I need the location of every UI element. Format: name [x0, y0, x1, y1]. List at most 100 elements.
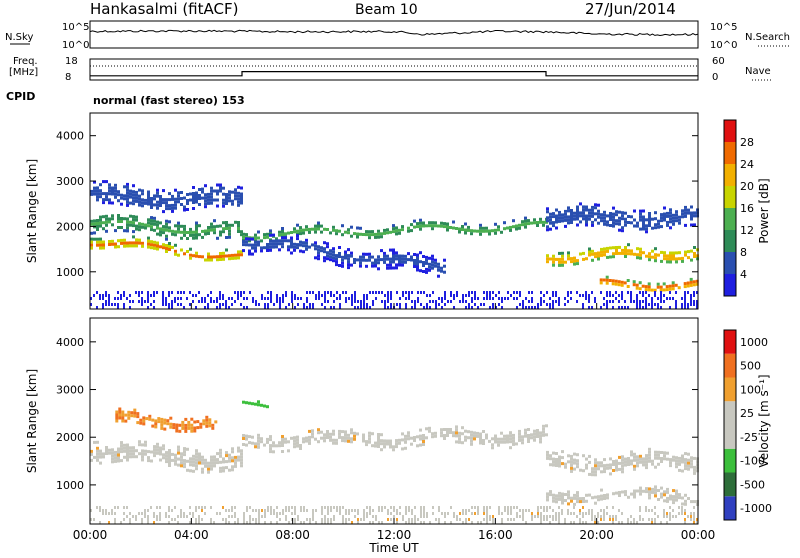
heatmap-cell: [450, 291, 452, 294]
heatmap-cell: [96, 306, 98, 309]
heatmap-cell: [347, 433, 350, 437]
heatmap-cell: [552, 493, 555, 497]
heatmap-cell: [627, 518, 629, 521]
heatmap-cell: [474, 303, 476, 306]
heatmap-cell: [690, 518, 692, 521]
heatmap-cell: [117, 291, 119, 294]
heatmap-cell: [255, 303, 257, 306]
heatmap-cell: [618, 219, 621, 223]
heatmap-cell: [144, 449, 147, 453]
heatmap-cell: [624, 306, 626, 309]
heatmap-cell: [153, 246, 156, 250]
heatmap-cell: [588, 214, 591, 218]
heatmap-cell: [257, 240, 260, 244]
heatmap-cell: [102, 455, 105, 459]
heatmap-cell: [675, 291, 677, 294]
heatmap-cell: [414, 518, 416, 521]
heatmap-cell: [645, 230, 648, 234]
heatmap-cell: [102, 452, 105, 456]
heatmap-cell: [561, 260, 564, 264]
heatmap-cell: [138, 452, 141, 456]
heatmap-cell: [350, 437, 353, 441]
heatmap-cell: [387, 291, 389, 294]
heatmap-cell: [180, 203, 183, 206]
heatmap-cell: [558, 210, 561, 214]
heatmap-cell: [222, 221, 225, 225]
heatmap-cell: [684, 297, 686, 300]
heatmap-cell: [663, 457, 666, 461]
heatmap-cell: [261, 515, 263, 518]
heatmap-cell: [414, 306, 416, 309]
heatmap-cell: [300, 509, 302, 512]
heatmap-cell: [362, 439, 365, 443]
colorbar-swatch: [724, 252, 736, 274]
heatmap-cell: [228, 297, 230, 300]
heatmap-cell: [642, 463, 645, 467]
heatmap-cell: [147, 294, 149, 297]
heatmap-cell: [285, 294, 287, 297]
heatmap-cell: [546, 515, 548, 518]
heatmap-cell: [411, 291, 413, 294]
heatmap-cell: [693, 468, 696, 472]
heatmap-cell: [273, 303, 275, 306]
heatmap-cell: [582, 512, 584, 515]
heatmap-cell: [210, 297, 212, 300]
heatmap-cell: [386, 442, 389, 446]
heatmap-cell: [363, 509, 365, 512]
noise-right-label: N.Search: [745, 32, 790, 43]
heatmap-cell: [272, 450, 275, 454]
heatmap-cell: [683, 285, 687, 289]
heatmap-cell: [585, 493, 588, 497]
heatmap-cell: [515, 224, 518, 228]
heatmap-cell: [639, 212, 642, 216]
heatmap-cell: [189, 521, 191, 524]
heatmap-cell: [111, 217, 114, 221]
heatmap-cell: [231, 202, 234, 206]
heatmap-cell: [378, 521, 380, 524]
heatmap-cell: [177, 457, 180, 461]
heatmap-cell: [306, 509, 308, 512]
heatmap-cell: [354, 515, 356, 518]
heatmap-cell: [299, 226, 302, 230]
heatmap-cell: [524, 428, 527, 432]
heatmap-cell: [485, 226, 488, 230]
heatmap-cell: [513, 297, 515, 300]
heatmap-cell: [141, 291, 143, 294]
heatmap-cell: [389, 266, 392, 270]
heatmap-cell: [606, 249, 609, 253]
heatmap-cell: [225, 254, 228, 258]
heatmap-cell: [99, 294, 101, 297]
heatmap-cell: [341, 258, 344, 262]
heatmap-cell: [443, 437, 446, 440]
heatmap-cell: [567, 254, 570, 258]
heatmap-cell: [117, 453, 120, 457]
heatmap-cell: [675, 495, 678, 499]
heatmap-cell: [588, 217, 591, 221]
heatmap-cell: [597, 512, 599, 515]
heatmap-cell: [138, 291, 140, 294]
heatmap-cell: [657, 222, 660, 226]
heatmap-cell: [348, 509, 350, 512]
heatmap-cell: [612, 306, 614, 309]
heatmap-cell: [669, 220, 672, 224]
heatmap-cell: [461, 432, 464, 436]
heatmap-cell: [242, 400, 245, 404]
heatmap-cell: [102, 306, 104, 309]
heatmap-cell: [497, 437, 500, 441]
heatmap-cell: [96, 291, 98, 294]
heatmap-cell: [338, 432, 341, 436]
heatmap-cell: [591, 258, 594, 262]
heatmap-cell: [156, 203, 159, 207]
heatmap-cell: [435, 306, 437, 309]
colorbar-swatch: [724, 142, 736, 164]
heatmap-cell: [99, 237, 102, 241]
heatmap-cell: [519, 303, 521, 306]
heatmap-cell: [192, 201, 195, 204]
heatmap-cell: [555, 494, 558, 498]
noise-right-tick-top: 10^5: [710, 22, 737, 33]
heatmap-cell: [618, 455, 621, 459]
heatmap-cell: [516, 297, 518, 300]
heatmap-cell: [666, 257, 669, 261]
